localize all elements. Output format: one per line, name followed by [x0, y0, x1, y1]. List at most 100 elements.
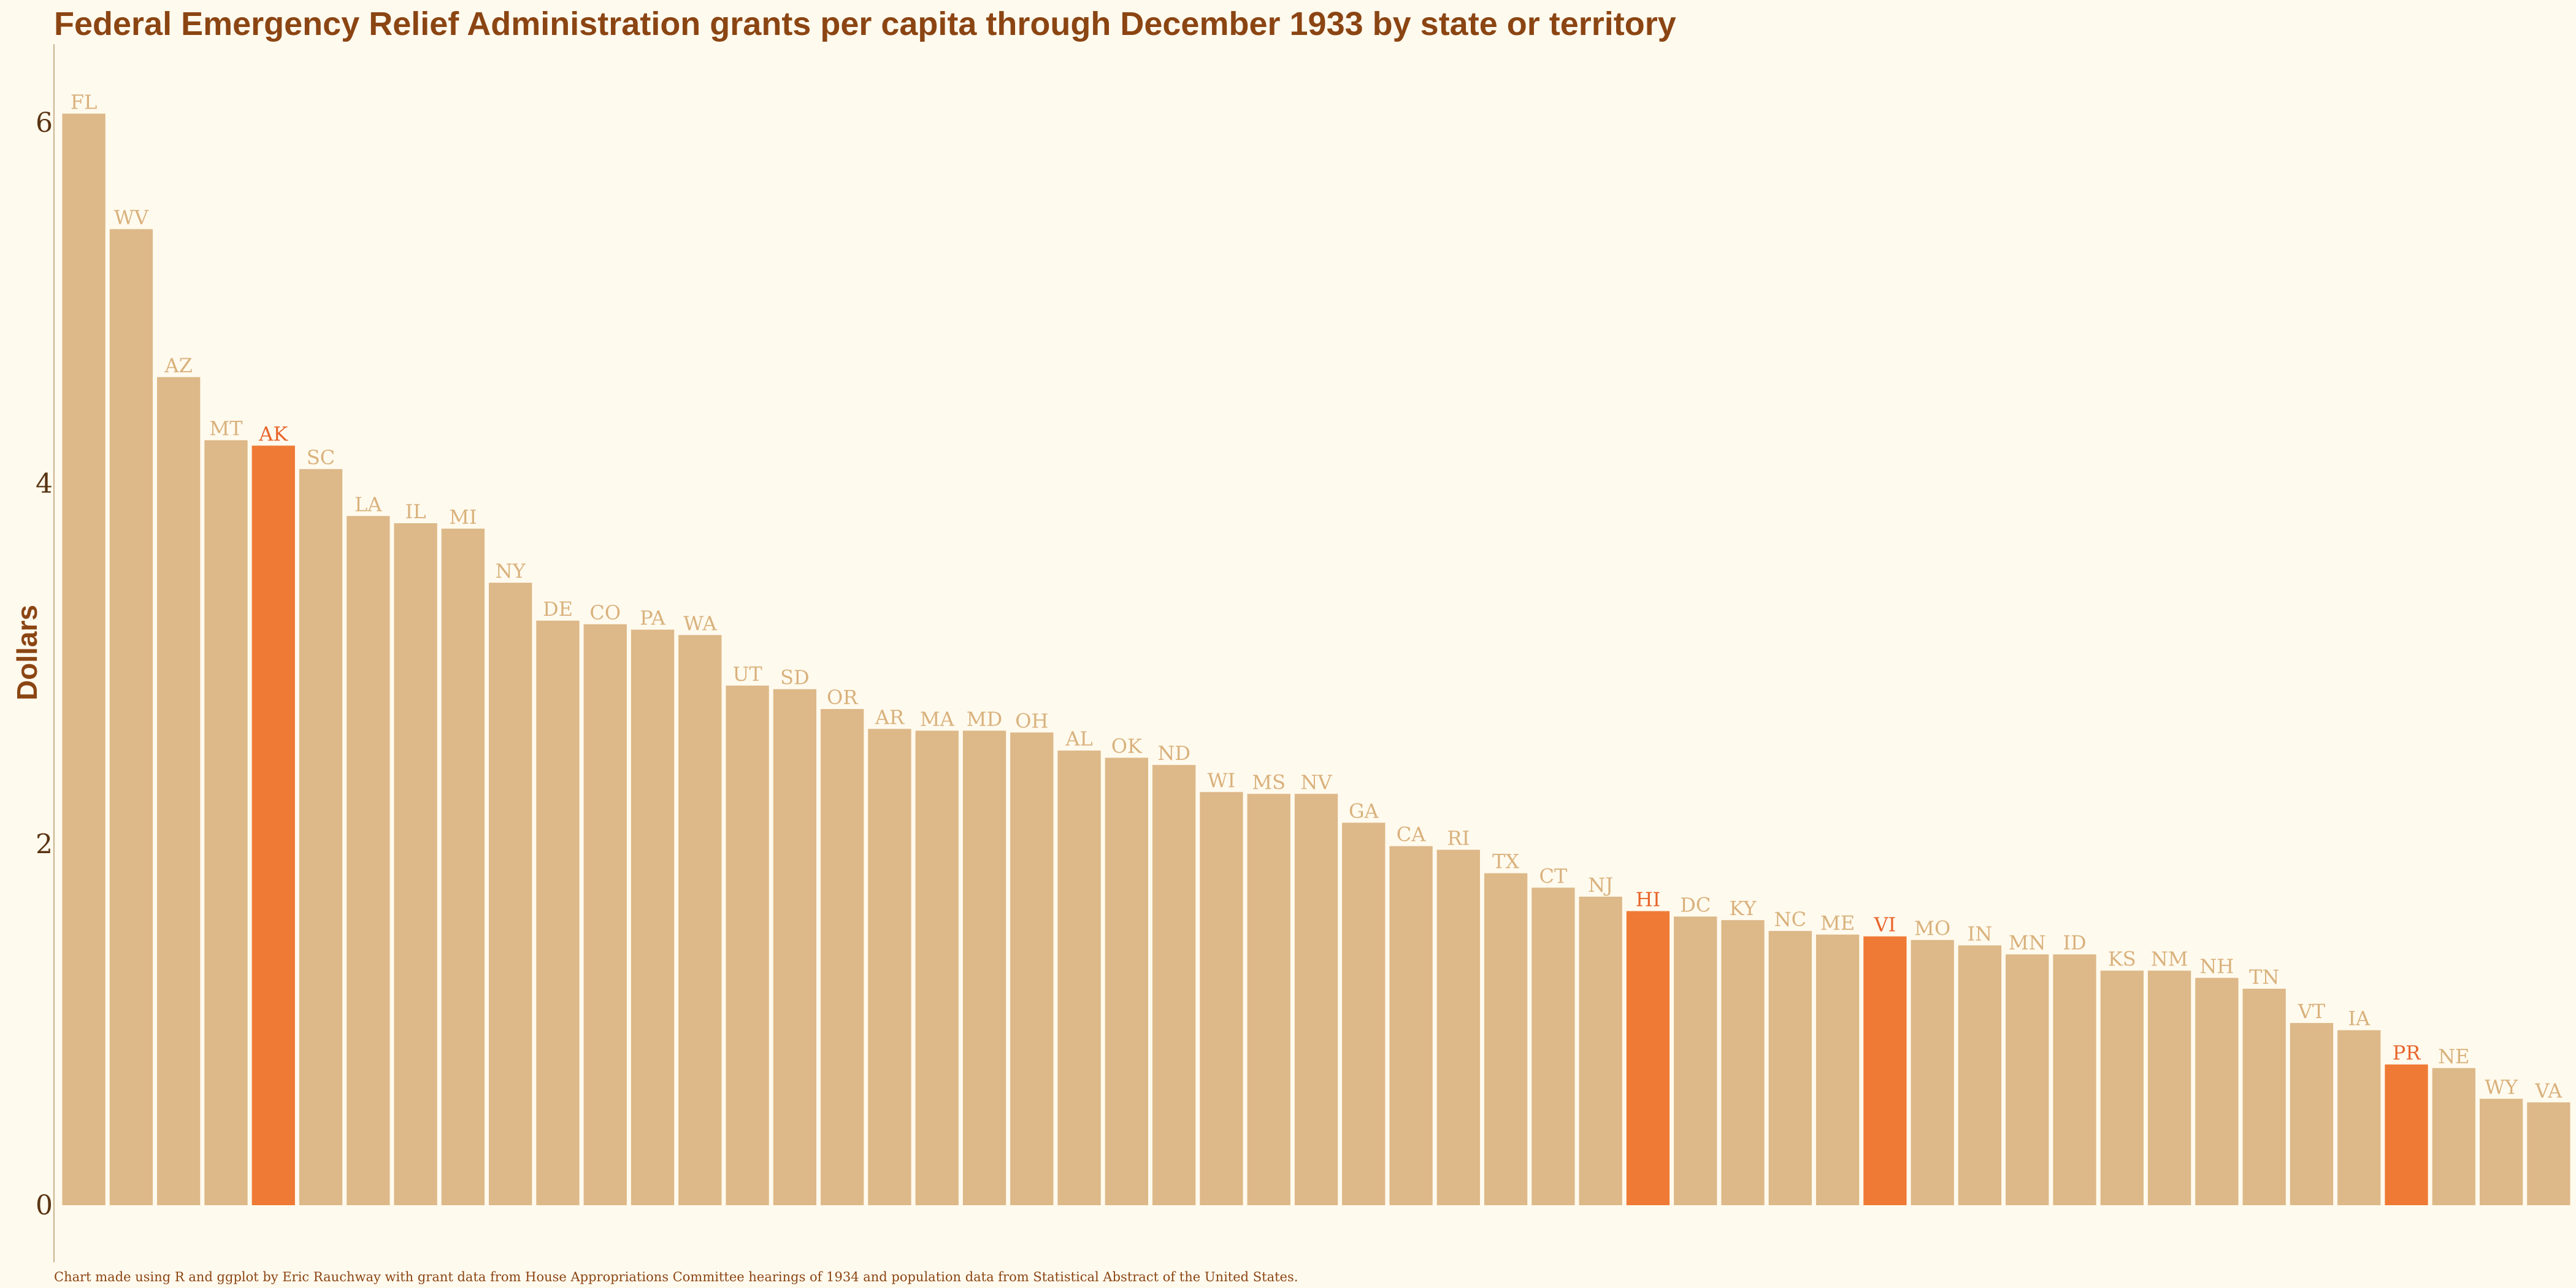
bar-nd: [1152, 765, 1196, 1205]
bar-ny: [489, 583, 532, 1205]
bar-mn: [2006, 954, 2049, 1205]
bar-label-ky: KY: [1729, 897, 1757, 920]
bar-label-ma: MA: [920, 707, 955, 730]
bar-co: [583, 624, 627, 1205]
bar-label-ms: MS: [1252, 770, 1286, 794]
bar-label-ny: NY: [496, 559, 526, 583]
bar-dc: [1674, 916, 1717, 1205]
bar-vt: [2290, 1022, 2334, 1205]
bar-label-or: OR: [827, 686, 858, 709]
bar-ne: [2432, 1068, 2475, 1205]
bar-sd: [773, 689, 817, 1205]
bar-label-wv: WV: [114, 206, 149, 229]
bar-wi: [1200, 792, 1243, 1205]
bar-label-ne: NE: [2438, 1045, 2469, 1068]
bar-label-id: ID: [2063, 931, 2086, 954]
bar-label-ok: OK: [1111, 734, 1143, 757]
bar-label-vt: VT: [2298, 1000, 2326, 1023]
bar-or: [821, 709, 864, 1205]
bar-label-fl: FL: [71, 90, 97, 113]
chart-caption: Chart made using R and ggplot by Eric Ra…: [54, 1270, 1298, 1284]
bar-label-mt: MT: [209, 417, 243, 440]
bar-label-nc: NC: [1774, 908, 1806, 931]
bar-nc: [1768, 930, 1812, 1205]
bar-ca: [1389, 846, 1433, 1205]
bar-me: [1815, 934, 1860, 1205]
bar-hi: [1626, 911, 1670, 1205]
bar-label-tx: TX: [1492, 850, 1519, 873]
bar-label-az: AZ: [164, 354, 193, 377]
bar-ks: [2100, 970, 2144, 1205]
bar-label-nj: NJ: [1588, 873, 1613, 897]
bar-ga: [1342, 822, 1386, 1205]
bar-nm: [2147, 970, 2191, 1205]
bar-wy: [2479, 1098, 2523, 1205]
bar-pr: [2385, 1064, 2428, 1205]
bar-label-nm: NM: [2151, 948, 2188, 971]
bar-va: [2527, 1102, 2570, 1205]
bar-label-mi: MI: [449, 505, 477, 529]
bar-label-ut: UT: [732, 662, 762, 686]
bar-label-tn: TN: [2249, 965, 2279, 989]
bar-label-ct: CT: [1539, 864, 1568, 887]
bar-vi: [1863, 936, 1907, 1205]
bar-label-il: IL: [405, 500, 426, 523]
bar-label-pa: PA: [640, 607, 666, 630]
bar-la: [347, 516, 390, 1205]
bar-nh: [2195, 978, 2239, 1205]
bar-label-ia: IA: [2348, 1007, 2371, 1030]
bar-label-in: IN: [1968, 922, 1993, 945]
bar-label-nh: NH: [2199, 954, 2234, 978]
bar-id: [2053, 954, 2096, 1205]
bar-label-nv: NV: [1300, 770, 1332, 794]
bar-oh: [1010, 732, 1054, 1205]
bar-label-ak: AK: [258, 423, 288, 446]
bar-label-oh: OH: [1015, 709, 1048, 732]
bar-pa: [631, 629, 675, 1205]
bar-mo: [1911, 940, 1954, 1205]
bar-label-nd: ND: [1157, 742, 1190, 765]
y-tick-label: 6: [36, 107, 53, 139]
bar-wv: [109, 229, 153, 1205]
bar-label-de: DE: [543, 597, 573, 621]
bar-label-mn: MN: [2009, 931, 2046, 954]
bar-label-sd: SD: [780, 666, 810, 689]
bar-label-co: CO: [589, 601, 621, 624]
bar-nv: [1294, 794, 1338, 1205]
bar-mi: [441, 528, 485, 1205]
bar-wa: [678, 635, 722, 1205]
bar-mt: [204, 440, 248, 1205]
bar-label-pr: PR: [2393, 1041, 2421, 1065]
bar-label-wi: WI: [1208, 769, 1236, 792]
bar-label-wa: WA: [683, 611, 717, 635]
bar-label-ar: AR: [875, 705, 905, 729]
bar-ok: [1105, 757, 1149, 1205]
bar-label-la: LA: [355, 493, 382, 516]
bar-il: [394, 523, 437, 1205]
y-tick-label: 2: [36, 829, 53, 861]
bar-az: [157, 377, 201, 1205]
bar-de: [536, 620, 580, 1205]
y-tick-label: 4: [36, 468, 53, 499]
bar-label-md: MD: [967, 707, 1002, 730]
bar-tn: [2242, 989, 2286, 1205]
bar-label-mo: MO: [1914, 917, 1950, 940]
bar-nj: [1579, 896, 1622, 1205]
bar-ar: [868, 729, 911, 1205]
bar-ct: [1531, 887, 1575, 1205]
bar-al: [1057, 750, 1101, 1205]
bar-label-vi: VI: [1874, 913, 1896, 937]
bar-md: [962, 730, 1006, 1205]
bar-ut: [726, 685, 769, 1205]
bar-label-al: AL: [1065, 727, 1092, 751]
bar-label-sc: SC: [307, 446, 335, 469]
y-tick-label: 0: [36, 1190, 53, 1221]
bar-label-ri: RI: [1447, 826, 1470, 849]
bar-label-ga: GA: [1349, 799, 1379, 822]
bar-ia: [2337, 1030, 2381, 1205]
bar-in: [1958, 945, 2002, 1205]
bar-ma: [915, 730, 959, 1205]
bar-label-me: ME: [1820, 911, 1855, 935]
